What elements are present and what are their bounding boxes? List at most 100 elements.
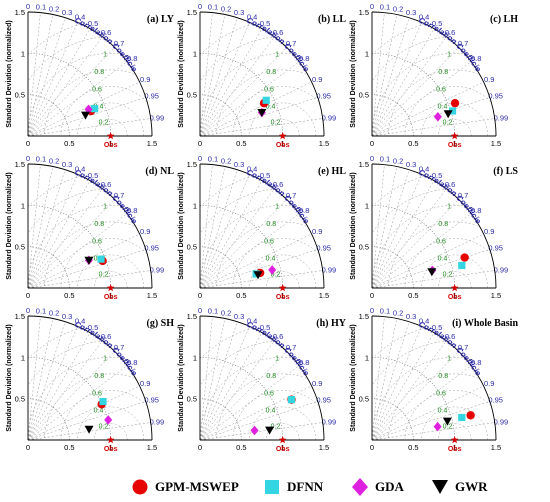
corr-tick-label: 0.9: [484, 227, 494, 236]
x-tick-label: 1: [281, 139, 285, 148]
outer-arc: [371, 315, 497, 441]
y-axis-title: Standard Deviation (normalized): [178, 172, 185, 279]
corr-ray: [27, 340, 103, 441]
point-gwr: [253, 271, 263, 280]
corr-tick-label: 0.8: [127, 358, 137, 367]
corr-tick-label: 0.8: [127, 54, 137, 63]
corr-ray: [199, 174, 250, 289]
rms-contour: [232, 86, 319, 135]
corr-ray: [371, 12, 385, 137]
x-tick-label: 0.5: [236, 139, 246, 148]
obs-label: Obs: [448, 446, 462, 453]
point-gwr: [265, 426, 275, 435]
corr-ray: [199, 169, 238, 289]
rms-contour: [371, 205, 464, 286]
obs-label: Obs: [104, 446, 118, 453]
point-gda: [268, 265, 277, 275]
taylor-panel-a-ly: 0.20.40.60.810 0.1 0.2 0.30.40.50.60.70.80.…: [0, 0, 175, 149]
rms-contour: [372, 327, 425, 359]
corr-tick-label: 0.1: [36, 306, 46, 315]
corr-tick-label: 0.95: [316, 243, 331, 252]
corr-ray: [27, 401, 146, 441]
rms-label: 0.8: [94, 221, 104, 228]
rms-label: 0.2: [443, 120, 453, 127]
x-tick-label: 0.5: [64, 139, 74, 148]
corr-ray: [371, 365, 472, 441]
corr-ray: [27, 36, 103, 137]
corr-ray: [199, 351, 287, 441]
rms-contour: [404, 86, 491, 135]
rms-contour: [93, 271, 128, 289]
corr-ray: [27, 365, 128, 441]
y-tick-label: 1: [193, 201, 197, 210]
y-tick-label: 1.5: [359, 160, 369, 169]
x-tick-label: 1.5: [491, 443, 501, 452]
rms-label: 0.8: [438, 69, 448, 76]
diamond-icon: [352, 478, 368, 496]
corr-ray: [27, 385, 140, 441]
corr-tick-label: 0.6: [273, 332, 283, 341]
rms-contour: [28, 327, 81, 359]
corr-tick-label: 0.9: [312, 75, 322, 84]
corr-ray: [371, 213, 472, 289]
corr-ray: [199, 36, 275, 137]
corr-ray: [371, 17, 410, 137]
y-tick-label: 0.5: [359, 395, 369, 404]
rms-contour: [93, 119, 128, 137]
corr-ray: [27, 17, 66, 137]
y-tick-label: 1.5: [359, 8, 369, 17]
corr-tick-label: 0.2: [393, 308, 403, 317]
corr-ray: [371, 385, 484, 441]
corr-ray: [27, 318, 54, 441]
x-tick-label: 0.5: [236, 291, 246, 300]
rms-label: 0.2: [99, 120, 109, 127]
rms-label: 1: [103, 356, 107, 363]
rms-label: 0.6: [92, 87, 102, 94]
taylor-panel-d-nl: 0.20.40.60.8100.10.20.30.40.50.60.70.80.…: [0, 0, 174, 301]
corr-tick-label: 0.99: [150, 418, 165, 427]
point-dfnn: [97, 255, 105, 263]
corr-ray: [199, 249, 318, 289]
corr-ray: [199, 340, 275, 441]
outer-arc: [199, 163, 325, 289]
corr-tick-label: 0.95: [144, 395, 159, 404]
x-tick-label: 0.5: [408, 291, 418, 300]
corr-tick-label: 0.99: [494, 418, 509, 427]
legend-label: DFNN: [287, 479, 324, 494]
rms-contour: [265, 119, 300, 137]
x-tick-label: 0: [370, 139, 374, 148]
corr-tick-label: 0.7: [114, 191, 124, 200]
rms-contour: [44, 221, 135, 287]
obs-marker: [450, 132, 459, 140]
panel-title: (a) LY: [147, 14, 175, 25]
rms-contour: [200, 23, 253, 55]
rms-contour: [199, 53, 292, 134]
corr-tick-label: 0.6: [101, 28, 111, 37]
corr-tick-label: 0.99: [494, 114, 509, 123]
corr-tick-label: 0: [26, 154, 30, 163]
point-gpm-mswep: [450, 98, 460, 108]
corr-tick-label: 0.7: [286, 191, 296, 200]
obs-label: Obs: [104, 294, 118, 301]
rms-contour: [372, 23, 425, 55]
corr-ray: [371, 118, 495, 137]
rms-contour: [437, 423, 472, 441]
rms-contour: [216, 373, 307, 439]
corr-ray: [199, 47, 287, 137]
rms-contour: [77, 102, 144, 137]
rms-label: 0.4: [438, 256, 448, 263]
corr-ray: [27, 118, 151, 137]
point-dfnn: [287, 396, 296, 404]
panel-title: (g) SH: [147, 318, 175, 329]
corr-ray: [371, 169, 410, 289]
legend-marker-gwr: [432, 480, 448, 494]
corr-ray: [199, 17, 238, 137]
legend-item-gpm-mswep: GPM-MSWEP: [130, 476, 239, 498]
y-tick-label: 1: [193, 49, 197, 58]
corr-tick-label: 0.1: [36, 154, 46, 163]
corr-ray: [199, 12, 213, 137]
rms-label: 1: [275, 52, 279, 59]
rms-contour: [249, 406, 316, 441]
obs-label: Obs: [104, 142, 118, 149]
corr-tick-label: 0.8: [471, 206, 481, 215]
